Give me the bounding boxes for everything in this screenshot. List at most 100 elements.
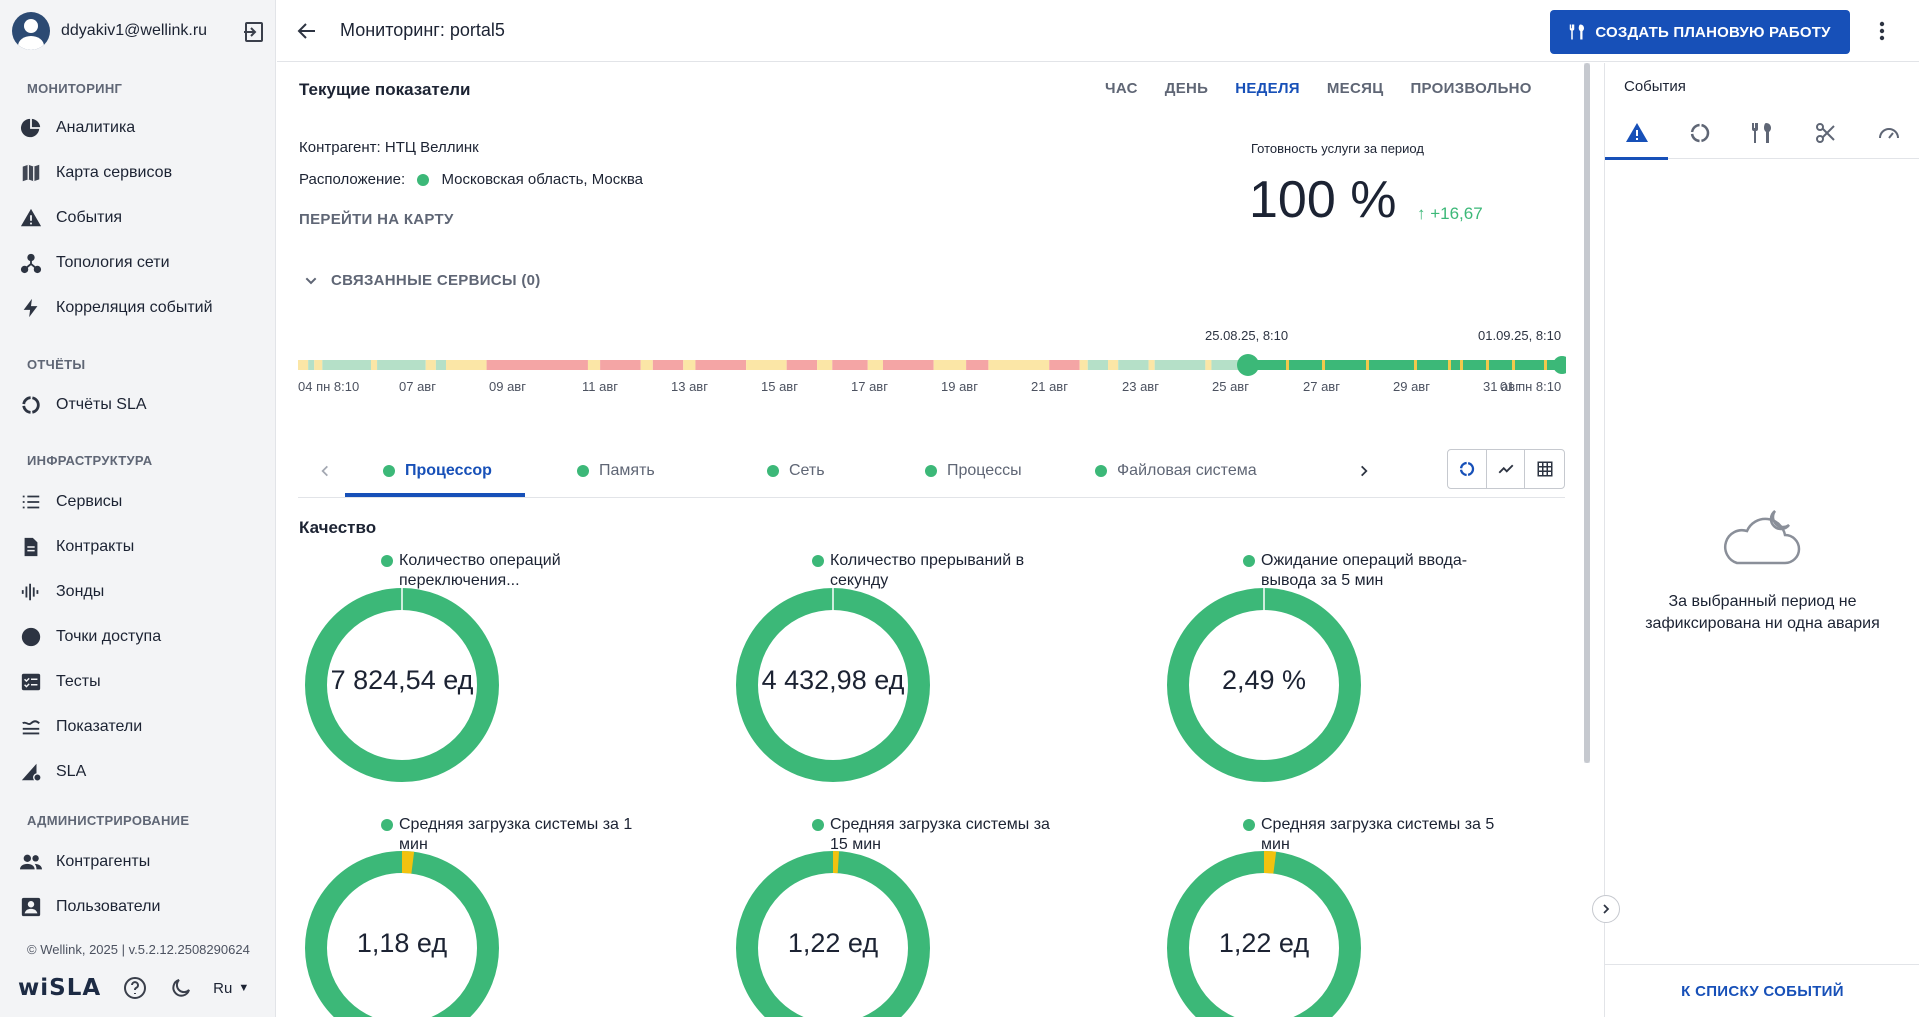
back-arrow-icon[interactable]: [295, 19, 319, 43]
timeline-segment: [683, 360, 696, 370]
view-gauge-button[interactable]: [1448, 450, 1487, 488]
period-tab-custom[interactable]: ПРОИЗВОЛЬНО: [1410, 80, 1532, 97]
section-title-reports: ОТЧЁТЫ: [27, 357, 86, 372]
timeline-segment: [1087, 360, 1109, 370]
sidebar-item-contracts[interactable]: Контракты: [18, 529, 268, 565]
sidebar-item-probes[interactable]: Зонды: [18, 574, 268, 610]
sidebar-item-sla[interactable]: SLA: [18, 754, 268, 790]
period-tab-day[interactable]: ДЕНЬ: [1164, 80, 1209, 97]
sidebar-item-topology[interactable]: Топология сети: [18, 245, 268, 281]
sidebar-item-events[interactable]: События: [18, 200, 268, 236]
gauge-ring[interactable]: [302, 585, 502, 785]
sidebar-item-label: События: [56, 209, 123, 226]
status-dot: [812, 555, 824, 567]
collapse-panel-button[interactable]: [1592, 895, 1620, 923]
avatar[interactable]: [12, 12, 50, 50]
sidebar-item-services[interactable]: Сервисы: [18, 484, 268, 520]
period-tab-month[interactable]: МЕСЯЦ: [1326, 80, 1384, 97]
sidebar-item-label: Топология сети: [56, 254, 170, 271]
sidebar-item-label: Зонды: [56, 583, 105, 600]
sidebar-item-access-points[interactable]: Точки доступа: [18, 619, 268, 655]
events-tab-performance[interactable]: [1857, 107, 1919, 159]
timeline-segment: [746, 360, 787, 370]
moon-icon[interactable]: [169, 976, 193, 1000]
bolt-icon: [18, 295, 44, 321]
timeline-range-end-label: 01.09.25, 8:10: [1478, 328, 1562, 343]
sidebar-footer: wiSLA Ru ▼: [18, 972, 268, 1004]
timeline-segment: [882, 360, 934, 370]
sidebar-item-label: Отчёты SLA: [56, 396, 147, 413]
chevron-right-icon: [1603, 904, 1610, 914]
user-card-icon: [18, 894, 44, 920]
sidebar-item-correlation[interactable]: Корреляция событий: [18, 290, 268, 326]
location-value: Московская область, Москва: [441, 171, 643, 188]
line-chart-icon: [1498, 464, 1513, 474]
timeline-segment: [1118, 360, 1149, 370]
status-dot: [1095, 465, 1107, 477]
chevron-down-icon: [305, 277, 317, 284]
linked-services-toggle[interactable]: СВЯЗАННЫЕ СЕРВИСЫ (0): [303, 272, 541, 289]
sidebar-item-users[interactable]: Пользователи: [18, 889, 268, 925]
sidebar-item-sla-reports[interactable]: Отчёты SLA: [18, 387, 268, 423]
timeline-tick-label: 29 авг: [1393, 379, 1430, 394]
gauge-title-text: Средняя загрузка системы за 1 мин: [399, 816, 633, 853]
sidebar-item-metrics[interactable]: Показатели: [18, 709, 268, 745]
tab-network[interactable]: Сеть: [767, 446, 825, 496]
scissors-icon: [1815, 123, 1835, 143]
gauge-title: Средняя загрузка системы за 1 мин: [381, 815, 639, 855]
gauge-ring[interactable]: [1164, 585, 1364, 785]
tab-cpu[interactable]: Процессор: [383, 446, 492, 496]
scrollbar-thumb[interactable]: [1584, 63, 1590, 763]
status-dot: [383, 465, 395, 477]
to-events-list-link[interactable]: К СПИСКУ СОБЫТИЙ: [1605, 964, 1919, 1017]
sidebar-item-label: Показатели: [56, 718, 143, 735]
tab-processes[interactable]: Процессы: [925, 446, 1022, 496]
gauge-value: 4 432,98 ед: [761, 665, 905, 695]
language-select[interactable]: Ru ▼: [213, 980, 249, 997]
tab-filesystem[interactable]: Файловая система: [1095, 446, 1257, 496]
timeline-handle-end[interactable]: [1552, 355, 1566, 375]
events-tab-sla[interactable]: [1668, 107, 1731, 159]
gauge-value: 1,22 ед: [787, 928, 879, 958]
more-vertical-icon[interactable]: [1870, 18, 1894, 44]
sidebar-item-contractors[interactable]: Контрагенты: [18, 844, 268, 880]
timeline-handle-start[interactable]: [1236, 353, 1260, 377]
events-empty-message: За выбранный период не зафиксирована ни …: [1645, 593, 1880, 632]
probe-icon: [18, 579, 44, 605]
document-icon: [18, 534, 44, 560]
view-table-button[interactable]: [1525, 450, 1564, 488]
view-chart-button[interactable]: [1487, 450, 1526, 488]
chevron-left-icon[interactable]: [318, 463, 332, 479]
period-tab-week[interactable]: НЕДЕЛЯ: [1235, 80, 1300, 97]
gauge-title: Средняя загрузка системы за 5 мин: [1243, 815, 1501, 855]
go-to-map-link[interactable]: ПЕРЕЙТИ НА КАРТУ: [299, 211, 454, 228]
gauge-ring[interactable]: [733, 848, 933, 1017]
sidebar-item-analytics[interactable]: Аналитика: [18, 110, 268, 146]
timeline-tick-label: 09 авг: [489, 379, 526, 394]
logout-icon[interactable]: [242, 20, 266, 44]
people-icon: [18, 849, 44, 875]
status-dot: [1243, 555, 1255, 567]
language-value: Ru: [213, 979, 233, 997]
events-tab-breaks[interactable]: [1794, 107, 1857, 159]
gauge-ring[interactable]: [1164, 848, 1364, 1017]
tab-memory[interactable]: Память: [577, 446, 655, 496]
sidebar-item-service-map[interactable]: Карта сервисов: [18, 155, 268, 191]
help-icon[interactable]: [123, 976, 147, 1000]
chevron-right-icon[interactable]: [1357, 463, 1371, 479]
create-planned-work-button[interactable]: СОЗДАТЬ ПЛАНОВУЮ РАБОТУ: [1550, 10, 1850, 54]
sidebar-item-label: Сервисы: [56, 493, 123, 510]
list-icon: [18, 489, 44, 515]
gauge-warn-arc: [736, 851, 930, 1017]
sidebar-item-tests[interactable]: Тесты: [18, 664, 268, 700]
events-tab-planned-work[interactable]: [1731, 107, 1794, 159]
quality-title: Качество: [299, 518, 377, 537]
timeline-bar[interactable]: [298, 360, 1564, 370]
period-tab-hour[interactable]: ЧАС: [1105, 80, 1138, 97]
gauge-ring[interactable]: [733, 585, 933, 785]
page-title: Мониторинг: portal5: [340, 20, 505, 40]
events-tab-alarms[interactable]: [1605, 107, 1668, 160]
timeline-segment: [966, 360, 989, 370]
tab-label: Сеть: [789, 462, 825, 479]
gauge-ring[interactable]: [302, 848, 502, 1017]
